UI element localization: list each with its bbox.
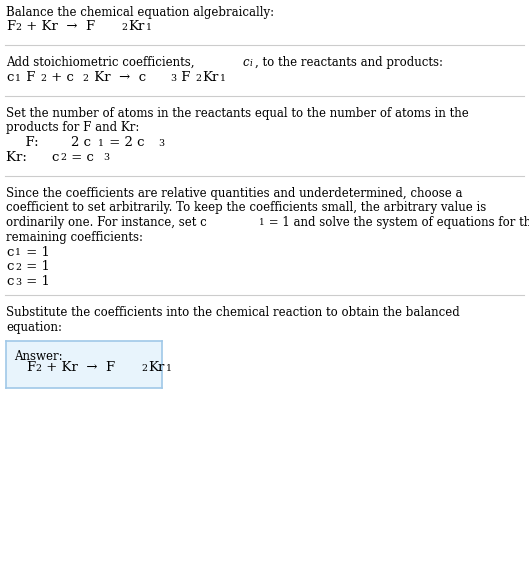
Text: F: F bbox=[22, 71, 35, 84]
Text: 2: 2 bbox=[83, 74, 89, 83]
Text: Kr: Kr bbox=[202, 71, 218, 84]
Text: = 2 c: = 2 c bbox=[105, 136, 144, 149]
Text: , to the reactants and products:: , to the reactants and products: bbox=[255, 56, 443, 69]
Text: = 1: = 1 bbox=[22, 260, 50, 273]
Text: 2: 2 bbox=[35, 363, 41, 373]
Text: 2: 2 bbox=[121, 23, 127, 32]
Text: i: i bbox=[249, 58, 252, 67]
Text: 2: 2 bbox=[40, 74, 46, 83]
Text: equation:: equation: bbox=[6, 321, 62, 334]
Text: 2: 2 bbox=[15, 23, 21, 32]
Text: 1: 1 bbox=[15, 74, 21, 83]
Text: + Kr  →  F: + Kr → F bbox=[22, 20, 95, 33]
Text: 2: 2 bbox=[60, 154, 66, 163]
Text: 3: 3 bbox=[159, 139, 165, 148]
Text: Add stoichiometric coefficients,: Add stoichiometric coefficients, bbox=[6, 56, 198, 69]
Text: products for F and Kr:: products for F and Kr: bbox=[6, 121, 140, 134]
Text: 3: 3 bbox=[15, 278, 22, 287]
Text: Kr: Kr bbox=[148, 361, 165, 374]
Text: + c: + c bbox=[47, 71, 74, 84]
Text: 2 c: 2 c bbox=[71, 136, 91, 149]
Text: c: c bbox=[6, 260, 14, 273]
Text: 1: 1 bbox=[98, 139, 104, 148]
Text: coefficient to set arbitrarily. To keep the coefficients small, the arbitrary va: coefficient to set arbitrarily. To keep … bbox=[6, 201, 487, 214]
Text: ordinarily one. For instance, set c: ordinarily one. For instance, set c bbox=[6, 216, 207, 229]
Text: Balance the chemical equation algebraically:: Balance the chemical equation algebraica… bbox=[6, 6, 275, 19]
Text: F: F bbox=[26, 361, 35, 374]
Text: 3: 3 bbox=[170, 74, 177, 83]
Text: 2: 2 bbox=[141, 363, 147, 373]
Text: 2: 2 bbox=[195, 74, 202, 83]
Text: = 1: = 1 bbox=[22, 275, 50, 288]
Text: = c: = c bbox=[67, 151, 94, 164]
Text: F:: F: bbox=[17, 136, 47, 149]
Text: c: c bbox=[242, 56, 249, 69]
Text: Kr  →  c: Kr → c bbox=[89, 71, 145, 84]
Text: 3: 3 bbox=[103, 154, 109, 163]
Text: Set the number of atoms in the reactants equal to the number of atoms in the: Set the number of atoms in the reactants… bbox=[6, 107, 469, 120]
Text: 2: 2 bbox=[15, 263, 21, 272]
Text: c: c bbox=[6, 246, 14, 259]
Text: c: c bbox=[6, 71, 14, 84]
Text: = 1: = 1 bbox=[22, 246, 50, 259]
Text: 1: 1 bbox=[166, 363, 172, 373]
Text: 1: 1 bbox=[15, 248, 21, 257]
Text: = 1 and solve the system of equations for the: = 1 and solve the system of equations fo… bbox=[265, 216, 529, 229]
Text: 1: 1 bbox=[220, 74, 226, 83]
Text: remaining coefficients:: remaining coefficients: bbox=[6, 231, 143, 244]
Text: Answer:: Answer: bbox=[14, 350, 63, 363]
Text: c: c bbox=[51, 151, 59, 164]
Text: Since the coefficients are relative quantities and underdetermined, choose a: Since the coefficients are relative quan… bbox=[6, 187, 463, 200]
Text: F: F bbox=[177, 71, 191, 84]
Text: Kr: Kr bbox=[128, 20, 144, 33]
Text: c: c bbox=[6, 275, 14, 288]
Text: + Kr  →  F: + Kr → F bbox=[42, 361, 115, 374]
Text: Substitute the coefficients into the chemical reaction to obtain the balanced: Substitute the coefficients into the che… bbox=[6, 306, 460, 319]
Text: Kr:: Kr: bbox=[6, 151, 36, 164]
Text: 1: 1 bbox=[146, 23, 152, 32]
Text: 1: 1 bbox=[259, 218, 264, 227]
Text: F: F bbox=[6, 20, 15, 33]
